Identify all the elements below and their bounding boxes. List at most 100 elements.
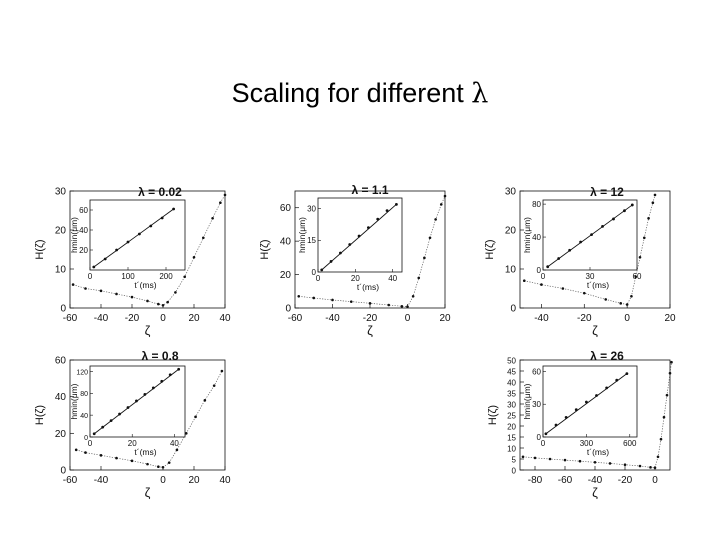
inset-data-point — [172, 207, 176, 211]
inset-data-point — [109, 419, 113, 423]
inset-y-tick-label: 30 — [532, 400, 541, 409]
inset-x-tick-label: 0 — [88, 272, 93, 281]
panel-title: λ = 0.8 — [141, 349, 178, 363]
slide-title-text: Scaling for different — [231, 78, 472, 108]
x-tick-label: 0 — [652, 475, 658, 486]
data-point — [368, 302, 372, 305]
y-tick-label: 20 — [505, 226, 517, 237]
data-point — [146, 462, 149, 466]
x-tick-label: 20 — [188, 313, 200, 324]
inset-data-point — [568, 248, 572, 252]
data-point — [219, 201, 222, 204]
inset-data-point — [605, 386, 609, 390]
data-point — [662, 415, 666, 419]
data-point — [625, 303, 629, 306]
inset-x-tick-label: 20 — [351, 274, 360, 283]
chart-panel-0: -60 -40 -20 0 20 40 0 10 20 30 ζ H(ζ) 0 100 200 20 40 60 t… — [34, 185, 231, 338]
data-point — [665, 393, 669, 397]
x-tick-label: 40 — [219, 475, 231, 486]
inset-data-point — [143, 393, 147, 396]
x-tick-label: -60 — [63, 475, 78, 486]
inset-y-axis-label: hmin(μm) — [522, 217, 532, 253]
slide-title-lambda: λ — [471, 78, 489, 109]
panel-title: λ = 12 — [590, 185, 624, 199]
inset-data-point — [160, 379, 164, 383]
inset-data-point — [595, 394, 598, 397]
inset-data-point — [118, 412, 121, 416]
inset-x-tick-label: 300 — [580, 439, 594, 448]
inset-data-point — [623, 209, 626, 213]
data-point — [115, 456, 118, 460]
inset-x-axis-label: t´(ms) — [587, 280, 609, 290]
data-point — [582, 291, 586, 295]
data-point — [175, 448, 179, 452]
data-point — [649, 466, 652, 469]
data-point — [533, 456, 537, 460]
data-point — [638, 255, 642, 259]
inset-data-point — [385, 209, 389, 213]
data-point — [202, 236, 205, 240]
inset-x-tick-label: 40 — [170, 439, 179, 448]
inset-y-tick-label: 40 — [532, 233, 541, 242]
y-tick-label: 30 — [505, 187, 517, 198]
inset-x-tick-label: 20 — [128, 439, 137, 448]
inset-y-tick-label: 80 — [80, 391, 88, 398]
data-point — [608, 462, 612, 465]
data-point — [161, 465, 165, 469]
plot-frame — [519, 190, 671, 309]
data-point — [349, 300, 353, 303]
inset-y-tick-label: 0 — [312, 268, 317, 277]
data-point — [184, 432, 188, 435]
inset-x-tick-label: 0 — [316, 274, 321, 283]
plot-frame — [69, 359, 226, 471]
chart-panel-1: -60 -40 -20 0 20 0 20 40 60 ζ H(ζ) 0 20 40 0 15 30 t´(ms)… — [259, 183, 451, 338]
inset-y-tick-label: 40 — [79, 226, 88, 235]
plot-frame — [69, 190, 226, 309]
inset-data-point — [115, 248, 118, 252]
panel-title: λ = 1.1 — [351, 183, 388, 197]
x-tick-label: -60 — [63, 313, 78, 324]
x-tick-label: -20 — [125, 313, 140, 324]
x-tick-label: 0 — [160, 475, 166, 486]
inset-data-point — [584, 400, 588, 404]
y-tick-label: 60 — [55, 356, 67, 367]
inset-data-point — [376, 217, 380, 221]
inset-data-point — [357, 234, 361, 238]
y-tick-label: 30 — [507, 401, 516, 410]
y-tick-label: 0 — [510, 304, 516, 315]
inset-y-tick-label: 0 — [537, 266, 542, 275]
inset-data-point — [177, 367, 181, 371]
inset-x-tick-label: 30 — [586, 272, 595, 281]
inset-x-tick-label: 0 — [541, 272, 546, 281]
inset-data-point — [339, 251, 342, 255]
data-point — [220, 369, 224, 373]
y-tick-label: 0 — [60, 466, 66, 477]
inset-data-point — [138, 232, 141, 236]
y-axis-label: H(ζ) — [34, 405, 46, 425]
inset-data-point — [612, 217, 615, 221]
inset-y-tick-label: 0 — [84, 435, 88, 442]
data-point — [99, 289, 103, 293]
inset-y-tick-label: 15 — [307, 236, 316, 245]
data-point — [192, 255, 196, 259]
data-point — [522, 279, 526, 283]
inset-data-point — [126, 406, 130, 409]
y-tick-label: 0 — [60, 304, 66, 315]
data-point — [623, 463, 627, 467]
y-tick-label: 0 — [285, 304, 291, 315]
inset-data-point — [601, 224, 604, 228]
data-point — [84, 451, 87, 454]
data-point — [183, 275, 186, 279]
inset-fit-line — [547, 204, 633, 268]
data-point — [656, 455, 660, 459]
inset-data-point — [101, 425, 105, 429]
inset-data-point — [168, 373, 172, 377]
y-tick-label: 40 — [55, 392, 67, 403]
data-point — [411, 295, 415, 298]
data-point — [166, 300, 169, 304]
inset-y-tick-label: 0 — [537, 433, 542, 442]
y-tick-label: 20 — [507, 423, 516, 432]
x-tick-label: 20 — [188, 475, 200, 486]
inset-data-point — [574, 408, 578, 412]
